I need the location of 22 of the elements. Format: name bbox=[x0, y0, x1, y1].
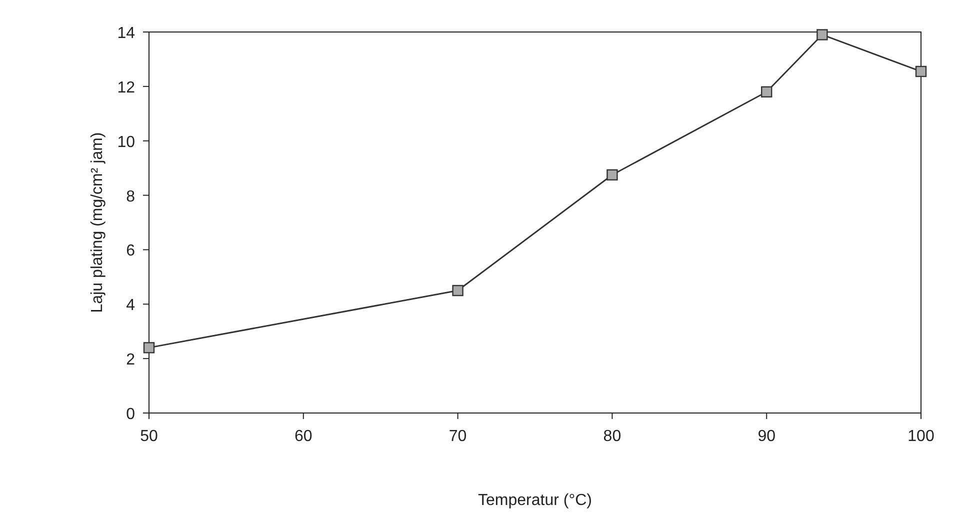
x-tick-label: 90 bbox=[758, 428, 776, 445]
point bbox=[816, 29, 828, 40]
y-axis-title: Laju plating (mg/cm² jam) bbox=[89, 132, 106, 313]
y-tick-label: 10 bbox=[117, 134, 136, 151]
x-axis-title: Temperatur (°C) bbox=[478, 492, 592, 509]
y-tick-label: 0 bbox=[126, 406, 136, 423]
y-tick-label: 6 bbox=[126, 242, 136, 260]
y-tick-label: 8 bbox=[126, 188, 136, 206]
y-tick-label: 12 bbox=[117, 79, 136, 96]
point bbox=[761, 86, 772, 98]
x-tick-label: 100 bbox=[908, 428, 934, 445]
x-tick-label: 80 bbox=[603, 428, 622, 445]
point bbox=[452, 284, 464, 296]
point bbox=[143, 342, 155, 354]
point bbox=[915, 66, 927, 78]
x-tick-label: 50 bbox=[140, 428, 158, 445]
point bbox=[606, 169, 618, 180]
y-tick-label: 2 bbox=[126, 352, 136, 369]
x-tick-label: 70 bbox=[448, 428, 467, 445]
y-tick-label: 4 bbox=[126, 297, 136, 314]
x-tick-label: 60 bbox=[294, 428, 312, 445]
y-tick-label: 14 bbox=[117, 25, 136, 42]
